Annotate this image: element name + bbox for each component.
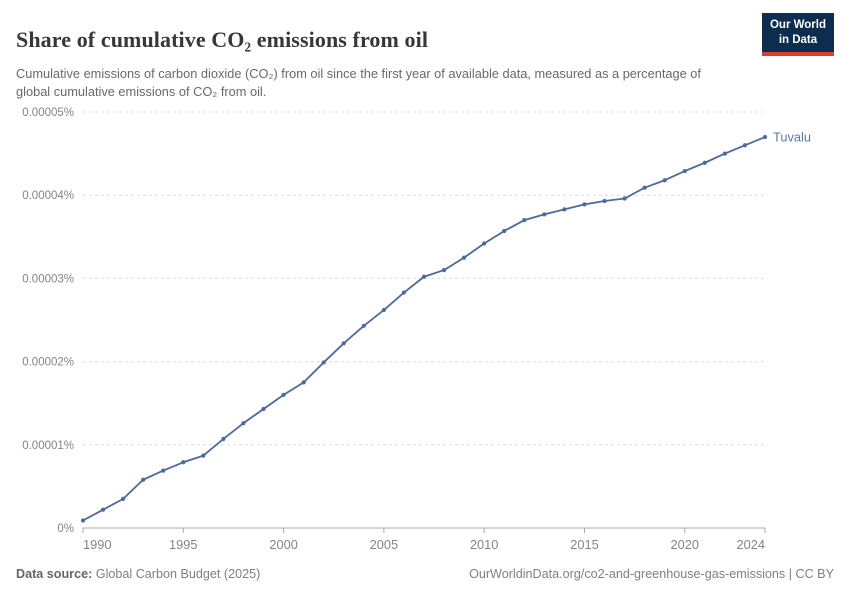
data-point[interactable] <box>321 360 326 365</box>
data-point[interactable] <box>722 151 727 156</box>
x-tick-label: 1990 <box>83 537 111 552</box>
x-tick-label: 2005 <box>370 537 398 552</box>
owid-logo-line2: in Data <box>778 33 818 46</box>
attribution-link[interactable]: OurWorldinData.org/co2-and-greenhouse-ga… <box>469 567 834 581</box>
data-point[interactable] <box>121 496 126 501</box>
y-tick-label: 0% <box>57 523 74 535</box>
data-source: Data source: Global Carbon Budget (2025) <box>16 567 260 581</box>
y-tick-label: 0.00002% <box>22 357 74 369</box>
data-point[interactable] <box>361 323 366 328</box>
chart-subtitle: Cumulative emissions of carbon dioxide (… <box>16 65 701 100</box>
owid-logo-line1: Our World <box>769 19 826 31</box>
data-point[interactable] <box>241 421 246 426</box>
data-point[interactable] <box>642 185 647 190</box>
data-point[interactable] <box>502 228 507 234</box>
chart-footer: Data source: Global Carbon Budget (2025)… <box>16 567 834 581</box>
y-tick-label: 0.00003% <box>22 273 74 285</box>
data-point[interactable] <box>462 255 467 260</box>
data-point[interactable] <box>221 436 226 442</box>
data-point[interactable] <box>381 307 386 313</box>
series-end-label[interactable]: Tuvalu <box>773 129 811 144</box>
data-point[interactable] <box>441 267 447 273</box>
data-source-label: Data source: <box>16 567 93 581</box>
data-point[interactable] <box>261 406 266 412</box>
x-tick-label: 1995 <box>169 537 197 552</box>
data-point[interactable] <box>602 198 607 204</box>
data-point[interactable] <box>622 196 627 201</box>
data-source-value: Global Carbon Budget (2025) <box>92 567 261 581</box>
data-point[interactable] <box>100 507 106 512</box>
data-point[interactable] <box>80 518 86 523</box>
data-point[interactable] <box>301 380 306 385</box>
x-tick-label: 2020 <box>671 537 699 552</box>
owid-logo[interactable]: Our World in Data <box>761 13 834 56</box>
data-point[interactable] <box>482 241 487 246</box>
x-tick-label: 2024 <box>737 537 765 552</box>
data-point[interactable] <box>141 477 146 482</box>
y-tick-label: 0.00004% <box>22 190 74 202</box>
data-point[interactable] <box>281 392 286 397</box>
data-point[interactable] <box>582 202 587 207</box>
x-tick-label: 2010 <box>470 537 498 552</box>
data-point[interactable] <box>662 178 667 183</box>
data-point[interactable] <box>762 134 768 140</box>
data-point[interactable] <box>682 168 687 174</box>
x-tick-label: 2015 <box>570 537 598 552</box>
data-point[interactable] <box>161 468 166 473</box>
data-point[interactable] <box>542 212 547 217</box>
y-tick-label: 0.00001% <box>22 440 74 452</box>
data-point[interactable] <box>341 341 346 346</box>
page-title: Share of cumulative CO₂ emissions from o… <box>16 26 429 52</box>
data-point[interactable] <box>742 143 748 148</box>
data-point[interactable] <box>201 453 206 458</box>
data-point[interactable] <box>522 218 527 223</box>
data-point[interactable] <box>562 207 567 212</box>
y-tick-label: 0.00005% <box>22 107 74 119</box>
x-tick-label: 2000 <box>269 537 297 552</box>
data-point[interactable] <box>181 460 186 465</box>
series-line-tuvalu[interactable] <box>82 136 766 522</box>
data-point[interactable] <box>401 290 407 295</box>
data-point[interactable] <box>421 274 427 279</box>
data-point[interactable] <box>702 160 707 165</box>
